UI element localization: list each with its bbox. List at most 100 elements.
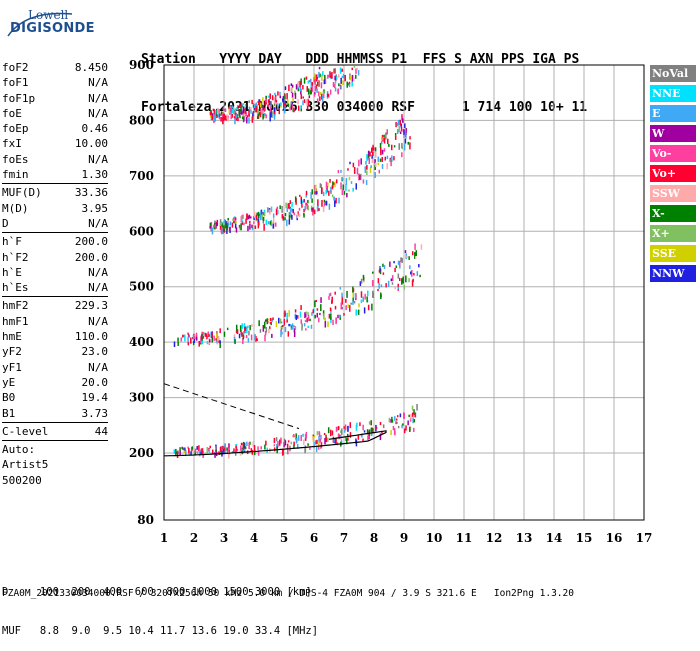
y-tick-label: 500 bbox=[129, 280, 154, 294]
echo-point bbox=[359, 174, 361, 180]
echo-point bbox=[399, 413, 402, 418]
echo-point bbox=[283, 108, 286, 114]
echo-point bbox=[227, 223, 230, 227]
echo-point bbox=[404, 250, 407, 254]
echo-point bbox=[224, 108, 227, 112]
echo-point bbox=[228, 443, 230, 450]
echo-point bbox=[338, 197, 340, 204]
echo-point bbox=[340, 77, 342, 84]
param-label: foF1p bbox=[2, 91, 36, 105]
echo-point bbox=[253, 106, 256, 110]
echo-point bbox=[243, 442, 246, 449]
echo-point bbox=[298, 207, 301, 211]
echo-point bbox=[340, 440, 343, 446]
echo-point bbox=[238, 333, 241, 339]
echo-point bbox=[262, 108, 265, 114]
x-tick-label: 12 bbox=[486, 531, 503, 545]
echo-point bbox=[304, 447, 306, 454]
echo-point bbox=[208, 448, 211, 454]
echo-point bbox=[322, 191, 325, 197]
echo-point bbox=[219, 219, 222, 225]
echo-point bbox=[264, 113, 266, 116]
echo-point bbox=[379, 142, 382, 149]
echo-point bbox=[187, 342, 190, 346]
echo-point bbox=[303, 99, 306, 103]
echo-point bbox=[351, 80, 353, 87]
echo-point bbox=[220, 228, 223, 233]
echo-point bbox=[370, 433, 373, 436]
echo-point bbox=[347, 437, 349, 441]
echo-point bbox=[187, 446, 189, 449]
echo-point bbox=[282, 102, 285, 108]
echo-point bbox=[269, 93, 271, 100]
echo-point bbox=[253, 221, 255, 224]
param-row: yF1 N/A bbox=[2, 360, 108, 375]
echo-point bbox=[291, 84, 294, 88]
param-label: yE bbox=[2, 375, 16, 389]
echo-point bbox=[398, 277, 401, 282]
echo-point bbox=[409, 136, 411, 140]
echo-point bbox=[350, 302, 352, 305]
echo-point bbox=[337, 433, 340, 438]
plot-frame bbox=[163, 64, 645, 521]
echo-point bbox=[240, 329, 242, 335]
echo-point bbox=[324, 320, 327, 328]
echo-point bbox=[310, 324, 313, 329]
echo-point bbox=[184, 334, 186, 342]
echo-point bbox=[251, 116, 254, 123]
ionogram-plot: 1 2 3 4 5 6 7 8 9 10 11 12 13 14 15 16 17802003004005006… bbox=[129, 58, 652, 545]
echo-point bbox=[335, 438, 337, 445]
muf-row: MUF 8.8 9.0 9.5 10.4 11.7 13.6 19.0 33.4… bbox=[2, 625, 319, 637]
echo-point bbox=[209, 115, 212, 118]
echo-point bbox=[225, 223, 227, 227]
echo-point bbox=[193, 338, 195, 344]
file-info-line: FZA0M_2021330034000.RSF / 320fx256h 50 k… bbox=[2, 588, 574, 599]
echo-point bbox=[278, 317, 280, 324]
echo-point bbox=[241, 221, 244, 225]
echo-point bbox=[269, 209, 271, 215]
echo-point bbox=[304, 319, 307, 323]
param-divider bbox=[2, 232, 108, 234]
echo-point bbox=[260, 101, 263, 108]
echo-point bbox=[284, 440, 287, 446]
echo-point bbox=[252, 112, 254, 117]
echo-point bbox=[220, 113, 222, 116]
echo-point bbox=[380, 147, 382, 154]
echo-point bbox=[328, 313, 331, 319]
echo-point bbox=[234, 113, 237, 119]
echo-point bbox=[273, 112, 276, 120]
echo-point bbox=[286, 219, 288, 227]
echo-point bbox=[247, 214, 249, 218]
echo-point bbox=[398, 125, 400, 133]
param-row: h`F 200.0 bbox=[2, 234, 108, 249]
echo-point bbox=[280, 321, 283, 324]
echo-point bbox=[401, 278, 403, 285]
echo-point bbox=[243, 445, 246, 452]
echo-point bbox=[367, 150, 370, 156]
echo-point bbox=[419, 274, 421, 278]
echo-point bbox=[332, 81, 335, 88]
echo-point bbox=[371, 271, 374, 274]
echo-point bbox=[304, 438, 307, 441]
param-value: 10.00 bbox=[74, 137, 108, 151]
echo-point bbox=[246, 214, 248, 220]
echo-point bbox=[284, 102, 286, 107]
echo-point bbox=[348, 189, 350, 192]
echo-point bbox=[378, 269, 381, 273]
echo-point bbox=[249, 223, 251, 230]
echo-point bbox=[213, 109, 216, 115]
echo-point bbox=[374, 172, 376, 178]
param-value: N/A bbox=[88, 76, 108, 90]
echo-point bbox=[412, 417, 414, 424]
echo-point bbox=[218, 114, 221, 117]
echo-point bbox=[179, 450, 181, 456]
echo-point bbox=[395, 265, 398, 269]
echo-point bbox=[295, 314, 298, 320]
y-tick-label: 700 bbox=[129, 169, 154, 183]
echo-point bbox=[395, 122, 397, 128]
echo-point bbox=[316, 308, 319, 311]
echo-point bbox=[269, 221, 272, 225]
param-label: fmin bbox=[2, 168, 29, 182]
header-labels: Station YYYY DAY DDD HHMMSS P1 FFS S AXN… bbox=[141, 52, 580, 67]
echo-point bbox=[293, 331, 296, 338]
